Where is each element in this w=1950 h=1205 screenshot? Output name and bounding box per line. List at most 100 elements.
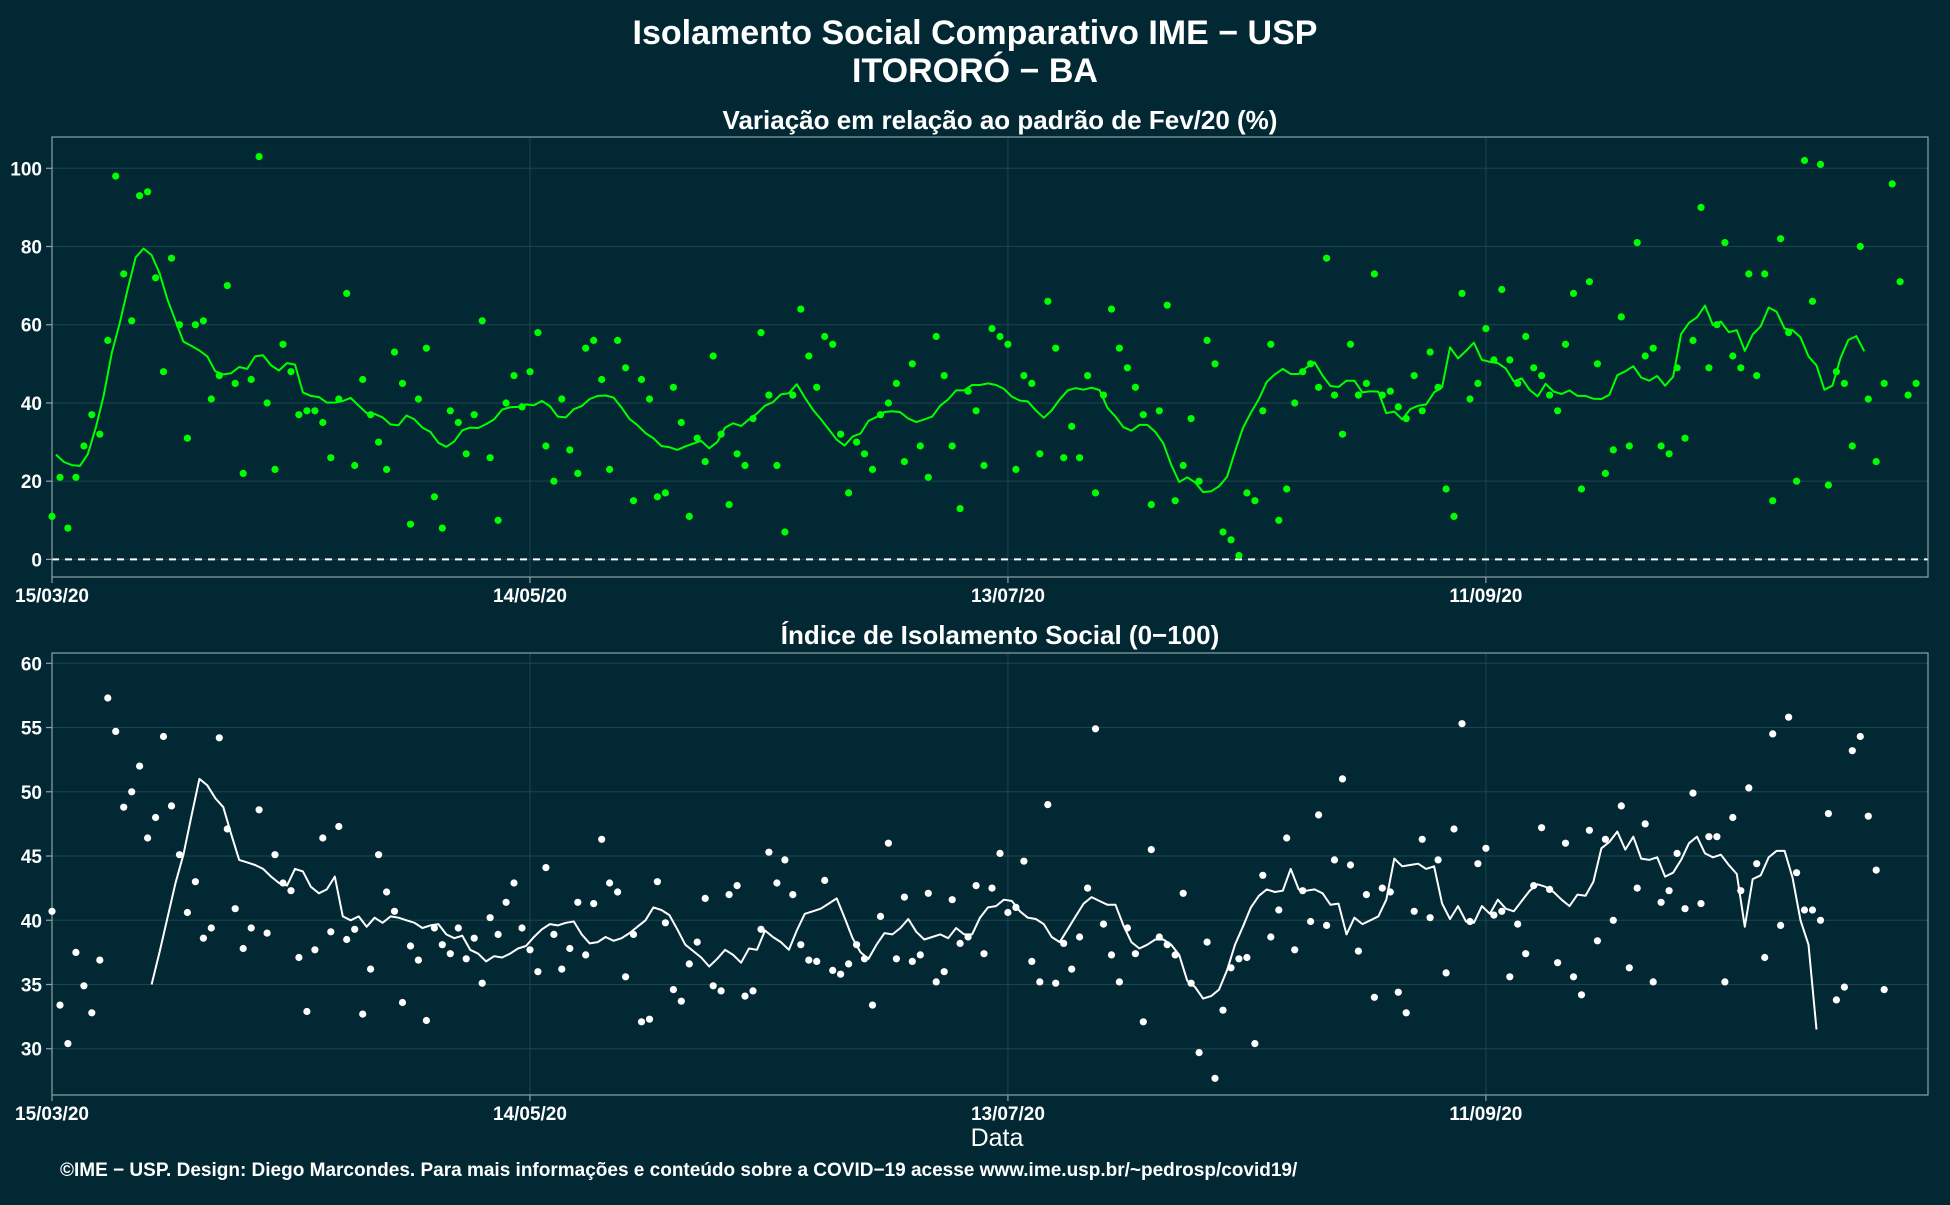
data-point <box>271 465 279 473</box>
data-point <box>1633 884 1641 892</box>
data-point <box>1848 442 1856 450</box>
data-point <box>1649 978 1657 986</box>
panel-title-variation: Variação em relação ao padrão de Fev/20 … <box>723 105 1278 135</box>
data-point <box>1179 889 1187 897</box>
data-point <box>1323 921 1331 930</box>
data-point <box>1450 512 1458 521</box>
data-point <box>1203 336 1211 344</box>
data-point <box>1530 882 1538 890</box>
data-point <box>406 520 415 528</box>
data-point <box>1410 907 1418 915</box>
data-point <box>279 340 287 348</box>
data-point <box>1856 732 1864 741</box>
data-point <box>207 395 215 403</box>
data-point <box>956 505 964 513</box>
data-point <box>1585 278 1593 286</box>
data-point <box>1131 383 1139 391</box>
data-point <box>422 344 430 352</box>
x-tick-label: 13/07/20 <box>971 586 1045 607</box>
data-point <box>526 946 534 954</box>
data-point <box>1554 959 1562 967</box>
data-point <box>948 442 956 450</box>
data-point <box>789 891 797 899</box>
data-point <box>797 305 805 313</box>
data-point <box>1354 947 1362 955</box>
moving-average-line <box>150 777 1818 1030</box>
data-point <box>781 528 789 536</box>
data-point <box>1816 160 1825 168</box>
data-point <box>637 375 646 384</box>
data-point <box>72 473 80 481</box>
data-point <box>1482 844 1490 852</box>
data-point <box>454 924 462 932</box>
data-point <box>1673 849 1681 858</box>
data-point <box>1195 1049 1203 1057</box>
data-point <box>446 407 454 415</box>
data-point <box>996 849 1004 858</box>
data-point <box>1840 379 1848 387</box>
data-point <box>1840 983 1848 991</box>
data-point <box>1402 1009 1410 1017</box>
data-point <box>1060 454 1068 462</box>
data-point <box>183 434 191 442</box>
data-point <box>1076 933 1084 941</box>
data-point <box>550 477 558 485</box>
data-point <box>1745 784 1753 792</box>
data-point <box>829 340 837 348</box>
data-point <box>550 930 558 939</box>
data-point <box>757 329 765 337</box>
data-point <box>1585 826 1593 834</box>
data-point <box>1338 775 1347 783</box>
data-point <box>805 352 813 360</box>
data-point <box>1267 340 1275 348</box>
data-point <box>1466 395 1474 403</box>
data-point <box>661 919 670 927</box>
data-point <box>1729 352 1737 360</box>
data-point <box>191 321 199 329</box>
data-point <box>1569 973 1578 981</box>
data-point <box>685 960 693 968</box>
data-point <box>1227 536 1235 544</box>
data-point <box>1498 285 1506 294</box>
data-point <box>733 450 741 458</box>
data-point <box>327 454 335 462</box>
data-point <box>1577 991 1586 999</box>
data-point <box>1474 860 1482 868</box>
data-point <box>940 968 948 976</box>
data-point <box>916 442 924 450</box>
data-point <box>1251 497 1259 505</box>
data-point <box>1275 906 1283 914</box>
data-point <box>327 928 335 936</box>
data-point <box>1793 869 1801 877</box>
data-point <box>1665 450 1673 458</box>
data-point <box>837 970 845 978</box>
data-point <box>1745 270 1753 278</box>
data-point <box>1362 379 1370 387</box>
data-point <box>438 941 446 949</box>
data-point <box>1705 833 1713 841</box>
data-point <box>1872 866 1880 874</box>
y-tick-label: 80 <box>21 238 42 259</box>
data-point <box>390 907 399 915</box>
data-point <box>1012 465 1020 473</box>
data-point <box>908 957 916 966</box>
data-point <box>733 882 741 890</box>
data-point <box>1426 348 1434 356</box>
data-point <box>741 992 749 1000</box>
data-point <box>478 979 486 987</box>
data-point <box>1155 407 1163 415</box>
data-point <box>701 894 709 903</box>
data-point <box>884 839 893 847</box>
footer-caption: ©IME − USP. Design: Diego Marcondes. Par… <box>60 1160 1298 1181</box>
data-point <box>1068 965 1076 973</box>
data-point <box>128 317 136 325</box>
data-point <box>1235 551 1243 560</box>
data-point <box>383 465 391 473</box>
data-point <box>837 430 845 438</box>
data-point <box>813 957 821 966</box>
data-point <box>494 930 502 939</box>
data-point <box>199 934 207 942</box>
data-point <box>263 399 271 407</box>
data-point <box>144 834 152 842</box>
